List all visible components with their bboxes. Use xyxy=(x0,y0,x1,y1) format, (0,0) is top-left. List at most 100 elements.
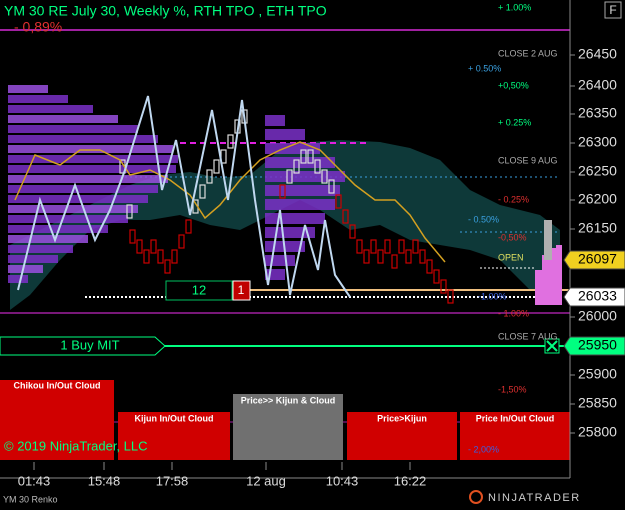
tpo-bar xyxy=(8,245,73,253)
panel-block xyxy=(347,412,457,460)
tpo-bar xyxy=(265,185,340,196)
price-marker-label: 26097 xyxy=(578,251,617,267)
renko-brick xyxy=(143,249,150,264)
renko-brick xyxy=(206,169,213,184)
buy-order-label[interactable]: 1 Buy MIT xyxy=(60,337,119,352)
renko-brick xyxy=(126,204,133,219)
renko-brick xyxy=(286,169,293,184)
order-count-box[interactable] xyxy=(232,280,251,301)
tpo-bar xyxy=(8,105,93,113)
price-label: 26300 xyxy=(578,134,617,150)
level-label: OPEN xyxy=(498,252,524,262)
renko-brick xyxy=(426,259,433,274)
tpo-bar xyxy=(8,275,28,283)
renko-brick xyxy=(391,254,398,269)
renko-bricks xyxy=(119,109,454,304)
tpo-bar xyxy=(265,227,315,238)
panel-label: Price>Kijun xyxy=(377,413,427,423)
price-label: 26000 xyxy=(578,308,617,324)
level-label: CLOSE 7 AUG xyxy=(498,331,558,341)
tpo-bar xyxy=(8,95,68,103)
renko-brick xyxy=(279,184,286,199)
change-percent: - 0,89% xyxy=(14,19,62,35)
panel-label: Price In/Out Cloud xyxy=(476,413,555,423)
level-label: + 1.00% xyxy=(498,2,531,12)
level-label: +0,50% xyxy=(498,80,529,90)
level-label: - 2,00% xyxy=(468,444,499,454)
renko-brick xyxy=(227,134,234,149)
time-label: 15:48 xyxy=(88,473,121,488)
renko-brick xyxy=(178,234,185,249)
level-label: + 0.25% xyxy=(498,117,531,127)
panel-block xyxy=(118,412,230,460)
renko-brick xyxy=(199,184,206,199)
renko-brick xyxy=(349,224,356,239)
renko-brick xyxy=(356,239,363,254)
tpo-bar xyxy=(8,135,158,143)
renko-brick xyxy=(419,249,426,264)
price-label: 26450 xyxy=(578,46,617,62)
buy-order-tag[interactable] xyxy=(0,336,166,356)
panel-label: Kijun In/Out Cloud xyxy=(135,413,214,423)
panel-block xyxy=(0,380,114,460)
time-label: 12 aug xyxy=(246,473,286,488)
renko-brick xyxy=(398,239,405,254)
renko-brick xyxy=(405,249,412,264)
tpo-bar xyxy=(8,85,48,93)
f-button-label[interactable]: F xyxy=(609,3,616,17)
chikou-line xyxy=(17,95,351,298)
level-label: + 0.50% xyxy=(468,63,501,73)
tpo-bar xyxy=(265,157,335,168)
tpo-bar xyxy=(8,175,168,183)
renko-brick xyxy=(213,159,220,174)
price-label: 26350 xyxy=(578,105,617,121)
renko-brick xyxy=(185,219,192,234)
tpo-bar xyxy=(8,215,128,223)
renko-brick xyxy=(136,239,143,254)
tpo-bar xyxy=(8,235,88,243)
tpo-bar xyxy=(8,195,148,203)
price-label: 26150 xyxy=(578,220,617,236)
price-label: 25800 xyxy=(578,424,617,440)
panel-block xyxy=(233,394,343,460)
tpo-profile xyxy=(8,85,562,305)
order-quantity[interactable]: 12 xyxy=(192,282,206,297)
renko-brick xyxy=(129,229,136,244)
renko-brick xyxy=(157,249,164,264)
order-quantity-box[interactable] xyxy=(165,280,233,301)
tpo-bar xyxy=(542,255,551,305)
f-button[interactable] xyxy=(604,1,622,19)
tpo-bar xyxy=(8,185,158,193)
copyright: © 2019 NinjaTrader, LLC xyxy=(4,438,148,453)
renko-brick xyxy=(307,149,314,164)
tpo-bar xyxy=(8,265,43,273)
renko-brick xyxy=(433,269,440,284)
renko-brick xyxy=(377,249,384,264)
price-marker xyxy=(563,287,625,307)
renko-brick xyxy=(164,259,171,274)
tpo-bar xyxy=(265,115,285,126)
tpo-bar xyxy=(8,125,138,133)
tpo-bar xyxy=(544,220,552,260)
order-count[interactable]: 1 xyxy=(238,283,245,297)
tpo-bar xyxy=(8,205,138,213)
panel-label: Price>> Kijun & Cloud xyxy=(241,395,336,405)
price-marker-label: 26033 xyxy=(578,288,617,304)
level-label: CLOSE 2 AUG xyxy=(498,48,558,58)
tpo-bar xyxy=(265,269,285,280)
chart-title: YM 30 RE July 30, Weekly %, RTH TPO , ET… xyxy=(4,3,327,19)
panel-block xyxy=(460,412,570,460)
price-marker xyxy=(563,250,625,270)
tpo-bar xyxy=(548,248,556,305)
renko-brick xyxy=(440,279,447,294)
renko-brick xyxy=(300,149,307,164)
level-label: -1,50% xyxy=(498,384,527,394)
tpo-bar xyxy=(8,155,178,163)
price-marker-label: 25950 xyxy=(578,337,617,353)
renko-brick xyxy=(412,239,419,254)
tpo-bar xyxy=(265,143,320,154)
time-label: 16:22 xyxy=(394,473,427,488)
tpo-bar xyxy=(265,171,345,182)
tpo-bar xyxy=(265,255,295,266)
